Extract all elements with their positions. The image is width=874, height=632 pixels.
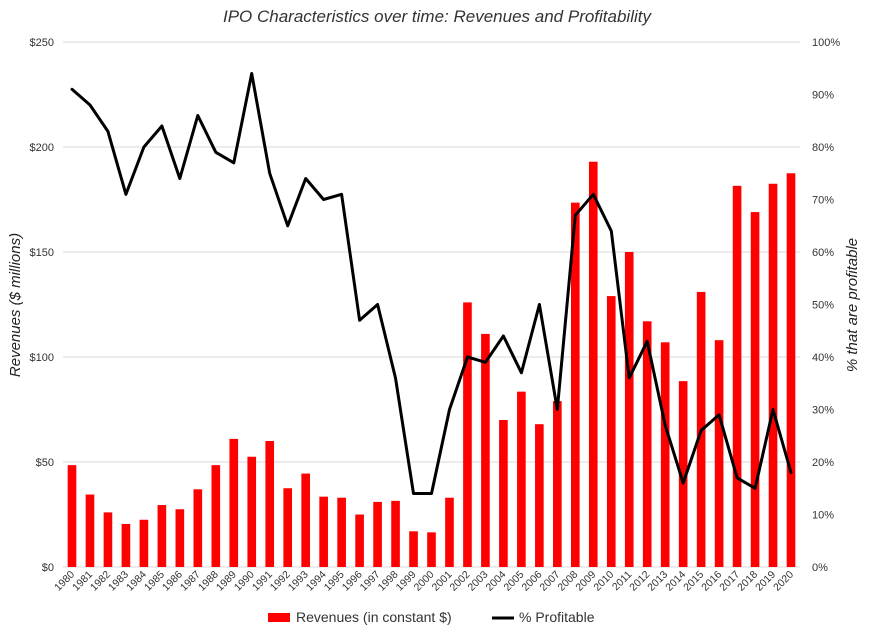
- revenue-bar: [588, 161, 598, 567]
- gridlines: [63, 41, 800, 568]
- legend-swatch-revenues: [268, 613, 290, 622]
- revenue-bars: [67, 161, 796, 567]
- revenue-bar: [229, 438, 239, 567]
- legend: Revenues (in constant $) % Profitable: [268, 609, 595, 625]
- revenue-bar: [301, 473, 310, 567]
- right-tick-label: 30%: [812, 405, 834, 417]
- revenue-bar: [714, 340, 724, 567]
- revenue-bar: [85, 494, 95, 567]
- revenue-bar: [624, 252, 634, 567]
- revenue-bar: [445, 497, 454, 567]
- chart-title: IPO Characteristics over time: Revenues …: [223, 7, 653, 26]
- revenue-bar: [175, 509, 185, 567]
- legend-label-revenues: Revenues (in constant $): [296, 609, 452, 625]
- revenue-bar: [193, 489, 203, 567]
- revenue-bar: [373, 501, 382, 567]
- right-tick-label: 10%: [812, 510, 834, 522]
- revenue-bar: [283, 488, 293, 567]
- revenue-bar: [678, 381, 688, 567]
- right-axis-title: % that are profitable: [844, 238, 861, 372]
- revenue-bar: [139, 519, 149, 567]
- revenue-bar: [750, 212, 760, 567]
- revenue-bar: [463, 302, 472, 567]
- left-tick-label: $150: [30, 247, 54, 259]
- revenue-bar: [481, 333, 490, 567]
- revenue-bar: [517, 391, 526, 567]
- right-tick-label: 0%: [812, 562, 828, 574]
- revenue-bar: [247, 456, 257, 567]
- revenue-bar: [409, 531, 418, 567]
- revenue-bar: [499, 420, 508, 567]
- revenue-bar: [67, 465, 77, 567]
- revenue-bar: [606, 296, 616, 567]
- revenue-bar: [319, 496, 328, 567]
- revenue-bar: [265, 441, 275, 567]
- revenue-bar: [570, 202, 580, 567]
- revenue-bar: [786, 173, 796, 567]
- revenue-bar: [768, 183, 778, 567]
- right-tick-label: 40%: [812, 352, 834, 364]
- revenue-bar: [660, 342, 670, 567]
- revenue-bar: [391, 500, 400, 567]
- right-tick-label: 100%: [812, 37, 840, 49]
- profitable-line-group: [70, 72, 793, 495]
- legend-label-profitable: % Profitable: [519, 609, 595, 625]
- revenue-bar: [355, 514, 364, 567]
- profitable-line: [70, 72, 793, 495]
- revenue-bar: [337, 497, 346, 567]
- right-tick-label: 80%: [812, 142, 834, 154]
- right-tick-label: 50%: [812, 300, 834, 312]
- left-tick-label: $200: [30, 142, 54, 154]
- revenue-bar: [103, 512, 113, 567]
- right-tick-label: 20%: [812, 457, 834, 469]
- revenue-bar: [732, 185, 742, 567]
- revenue-bar: [211, 465, 221, 567]
- right-tick-label: 60%: [812, 247, 834, 259]
- left-tick-label: $100: [30, 352, 54, 364]
- revenue-bar: [642, 321, 652, 567]
- right-tick-label: 90%: [812, 90, 834, 102]
- left-tick-label: $50: [36, 457, 54, 469]
- left-tick-label: $0: [42, 562, 54, 574]
- revenue-bar: [157, 505, 167, 567]
- revenue-bar: [553, 401, 562, 567]
- revenue-bar: [535, 424, 544, 567]
- revenue-bar: [121, 523, 131, 567]
- left-tick-label: $250: [30, 37, 54, 49]
- revenue-bar: [427, 532, 436, 567]
- right-tick-label: 70%: [812, 195, 834, 207]
- left-axis-title: Revenues ($ millions): [7, 233, 24, 377]
